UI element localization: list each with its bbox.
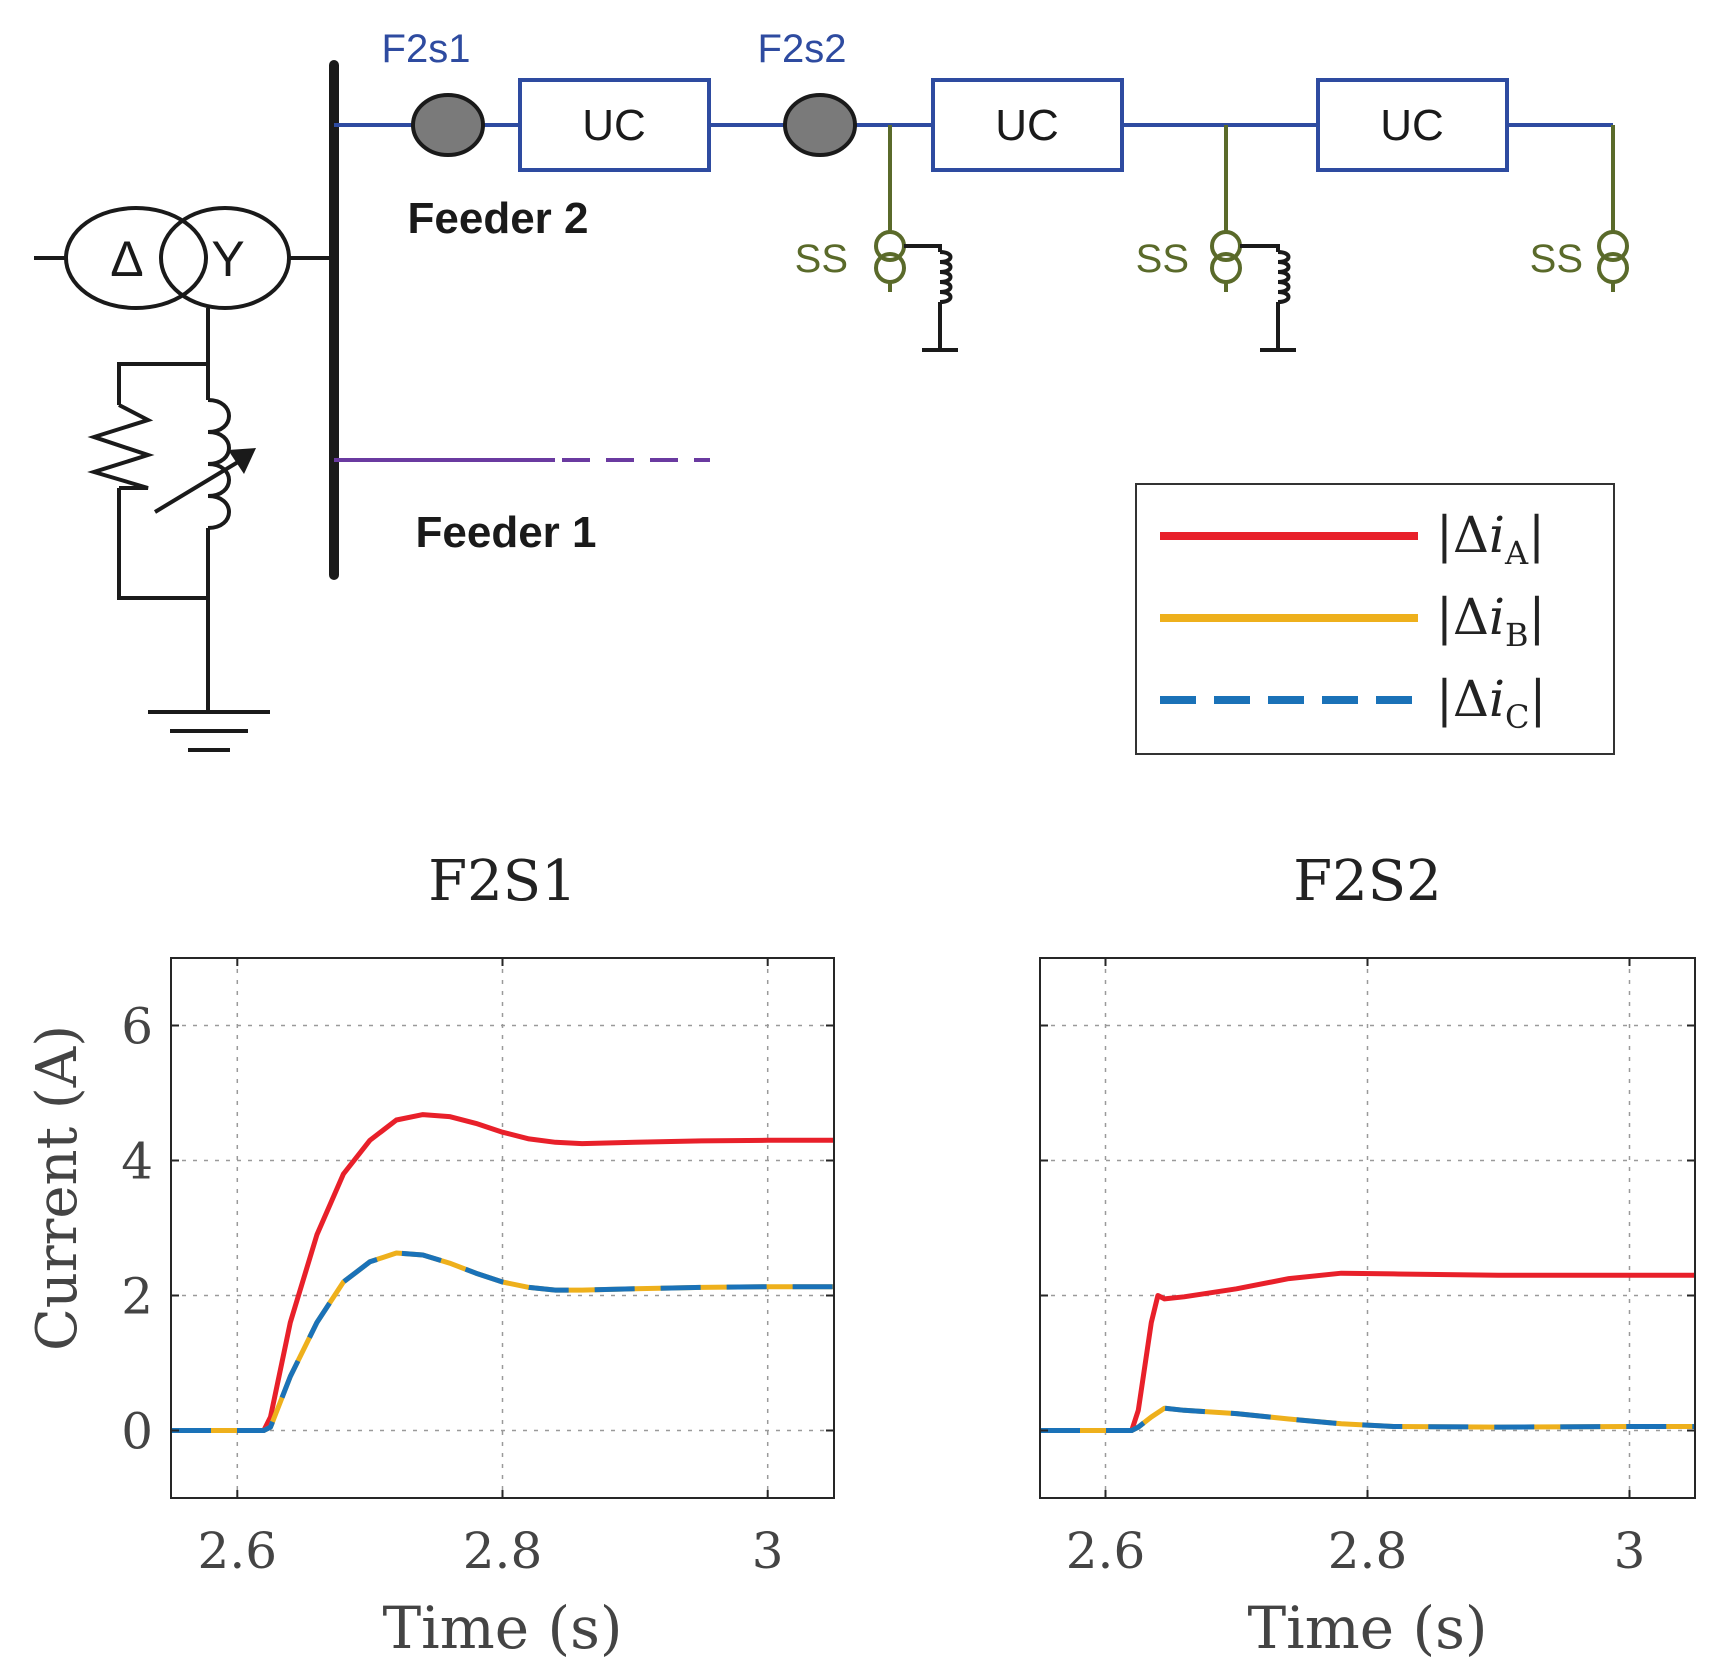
x-axis-label: Time (s) [382, 1594, 622, 1662]
x-tick-label: 2.8 [463, 1522, 543, 1580]
chart-f2s2: 2.6 2.8 3 F2S2 Time (s) [1039, 849, 1696, 1662]
ss-grounding [904, 244, 1296, 352]
neutral-grounding [87, 308, 270, 752]
uc-box-1 [518, 78, 711, 172]
delta-winding-icon [64, 206, 208, 310]
ss-label-2: SS [1136, 237, 1189, 281]
x-tick-label: 3 [752, 1522, 784, 1580]
grounding-frame-bottom [117, 488, 208, 600]
x-tick-label: 2.6 [1066, 1522, 1146, 1580]
chart-title: F2S1 [428, 849, 576, 914]
legend-label-c: |ΔiC| [1436, 670, 1546, 736]
legend-label-b: |ΔiB| [1436, 588, 1545, 654]
variable-arrow-icon [153, 460, 240, 514]
y-tick-label: 4 [121, 1133, 153, 1191]
circuit-diagram: Δ Y UC [34, 27, 1629, 752]
y-tick-label: 2 [121, 1268, 153, 1326]
legend-entry: |ΔiC| [1160, 670, 1546, 736]
uc-box-2 [931, 78, 1124, 172]
y-axis-label: Current (A) [25, 1025, 90, 1351]
feeder-2-label: Feeder 2 [408, 194, 589, 243]
feeder-1-label: Feeder 1 [416, 508, 597, 557]
uc-box-3 [1316, 78, 1509, 172]
legend: |ΔiA| |ΔiB| |ΔiC| [1135, 483, 1615, 755]
legend-entry: |ΔiB| [1160, 588, 1545, 654]
x-tick-label: 2.6 [198, 1522, 278, 1580]
transformer [34, 206, 332, 310]
ss-label-1: SS [795, 237, 848, 281]
variable-arrow-head-icon [228, 448, 256, 474]
sensor-label-f2s1: F2s1 [382, 27, 471, 71]
chart-f2s1: 2.6 2.8 3 0 2 4 6 F2S1 Time (s) Current (A) [25, 849, 835, 1662]
y-tick-label: 6 [121, 998, 153, 1056]
uc-label-2: UC [995, 101, 1059, 150]
inductor-icon [207, 398, 231, 530]
sensor-label-f2s2: F2s2 [758, 27, 847, 71]
ss-label-3: SS [1530, 237, 1583, 281]
series-line-a [171, 1112, 834, 1433]
series-line-c [1040, 1405, 1695, 1433]
wye-label: Y [211, 231, 244, 287]
uc-label-3: UC [1380, 101, 1444, 150]
uc-label-1: UC [582, 101, 646, 150]
sensor-f2s1-icon [411, 93, 485, 157]
series-line-a [1040, 1270, 1695, 1433]
sensor-f2s2-icon [783, 93, 857, 157]
x-axis-label: Time (s) [1247, 1594, 1487, 1662]
legend-label-a: |ΔiA| [1436, 506, 1545, 572]
y-tick-label: 0 [121, 1403, 153, 1461]
delta-label: Δ [110, 231, 143, 287]
x-tick-label: 3 [1614, 1522, 1646, 1580]
x-tick-label: 2.8 [1328, 1522, 1408, 1580]
resistor-icon [87, 403, 155, 490]
legend-entry: |ΔiA| [1160, 506, 1545, 572]
grounding-frame-top [117, 362, 208, 405]
chart-title: F2S2 [1293, 849, 1441, 914]
series-line-c [171, 1250, 834, 1433]
